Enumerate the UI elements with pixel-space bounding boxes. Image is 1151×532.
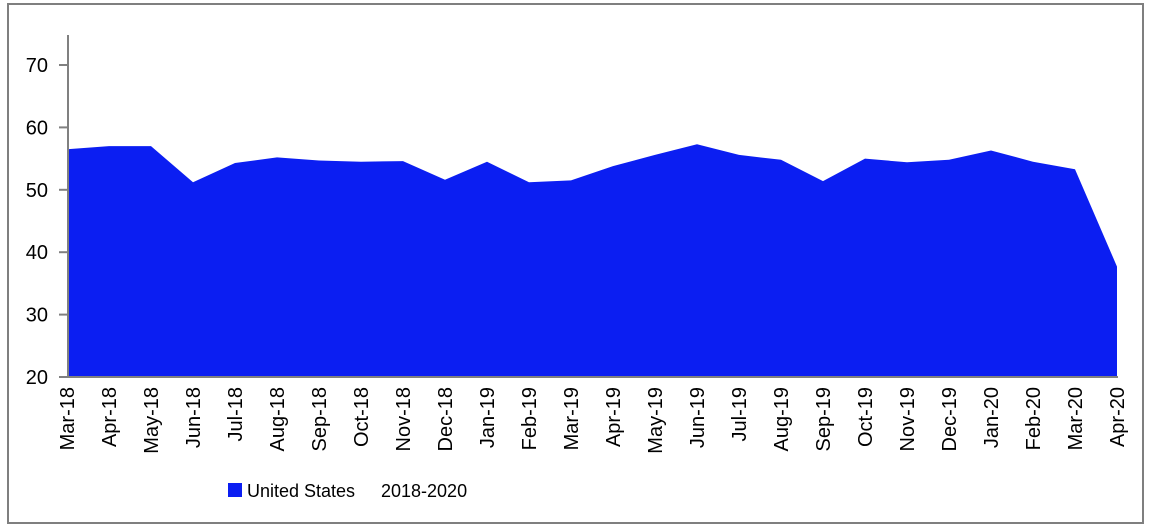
x-axis-label: Mar-18 xyxy=(57,387,79,450)
y-axis-label: 50 xyxy=(26,180,48,202)
x-axis-label: Jul-19 xyxy=(729,387,751,441)
x-axis-label: Apr-18 xyxy=(99,387,121,447)
x-axis-label: Oct-19 xyxy=(855,387,877,447)
x-axis-label: May-18 xyxy=(141,387,163,454)
x-axis-label: Mar-20 xyxy=(1065,387,1087,450)
y-axis-label: 40 xyxy=(26,242,48,264)
x-axis-label: Dec-18 xyxy=(435,387,457,451)
y-axis-label: 60 xyxy=(26,117,48,139)
area-series-united-states xyxy=(67,144,1117,377)
y-axis-label: 30 xyxy=(26,305,48,327)
x-axis-label: Nov-19 xyxy=(897,387,919,451)
x-axis-label: Feb-19 xyxy=(519,387,541,450)
x-axis-label: Jan-20 xyxy=(981,387,1003,448)
x-axis-label: Jul-18 xyxy=(225,387,247,441)
x-axis-label: May-19 xyxy=(645,387,667,454)
y-axis-label: 70 xyxy=(26,55,48,77)
y-axis-label: 20 xyxy=(26,367,48,389)
x-axis-label: Jun-19 xyxy=(687,387,709,448)
x-axis-label: Sep-18 xyxy=(309,387,331,452)
x-axis-label: Apr-19 xyxy=(603,387,625,447)
x-axis-label: Apr-20 xyxy=(1107,387,1129,447)
x-axis-label: Jan-19 xyxy=(477,387,499,448)
x-axis-label: Jun-18 xyxy=(183,387,205,448)
x-axis-label: Nov-18 xyxy=(393,387,415,451)
x-axis-label: Mar-19 xyxy=(561,387,583,450)
x-axis-label: Dec-19 xyxy=(939,387,961,451)
x-axis-label: Aug-19 xyxy=(771,387,793,452)
figure-border xyxy=(7,3,1144,524)
x-axis-label: Sep-19 xyxy=(813,387,835,452)
x-axis-label: Feb-20 xyxy=(1023,387,1045,450)
x-axis-label: Aug-18 xyxy=(267,387,289,452)
x-axis-label: Oct-18 xyxy=(351,387,373,447)
